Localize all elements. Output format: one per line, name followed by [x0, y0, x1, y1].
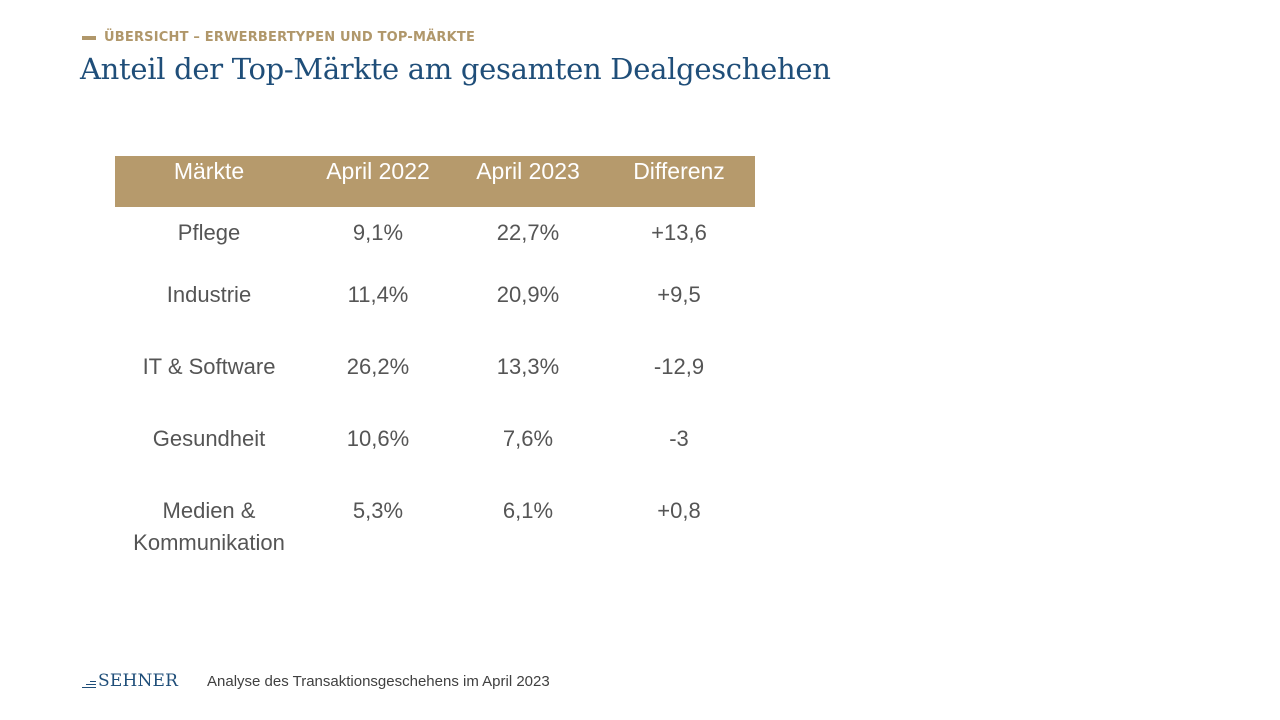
footer-caption: Analyse des Transaktionsgeschehens im Ap…: [207, 673, 550, 690]
table-header-row: Märkte April 2022 April 2023 Differenz: [115, 156, 755, 207]
cell-market: Industrie: [166, 282, 252, 307]
cell-market: Pflege: [177, 220, 241, 245]
cell-april-2022: 11,4%: [347, 282, 409, 307]
markets-table: Märkte April 2022 April 2023 Differenz P…: [115, 156, 755, 567]
cell-difference: +9,5: [657, 282, 701, 307]
cell-difference: +0,8: [657, 498, 701, 523]
cell-april-2023: 7,6%: [502, 426, 554, 451]
cell-market-line2: Kommunikation: [133, 530, 285, 555]
cell-april-2022: 5,3%: [352, 498, 404, 523]
table-row: Industrie 11,4% 20,9% +9,5: [115, 279, 755, 351]
cell-difference: -12,9: [653, 354, 705, 379]
column-header-markets: Märkte: [115, 156, 303, 207]
cell-april-2022: 26,2%: [346, 354, 410, 379]
cell-market-line1: Medien &: [162, 498, 256, 523]
cell-april-2023: 6,1%: [502, 498, 554, 523]
logo-lines-icon: [82, 679, 96, 688]
cell-market: IT & Software: [142, 354, 276, 379]
cell-april-2023: 13,3%: [496, 354, 560, 379]
table-row: Gesundheit 10,6% 7,6% -3: [115, 423, 755, 495]
table-row: Pflege 9,1% 22,7% +13,6: [115, 207, 755, 279]
cell-market: Gesundheit: [152, 426, 266, 451]
cell-april-2022: 9,1%: [352, 220, 404, 245]
kicker-bar: [82, 35, 96, 40]
cell-april-2023: 20,9%: [496, 282, 560, 307]
section-kicker: ÜBERSICHT – ERWERBERTYPEN UND TOP-MÄRKTE: [82, 30, 475, 45]
kicker-text: ÜBERSICHT – ERWERBERTYPEN UND TOP-MÄRKTE: [104, 30, 476, 45]
table-row: IT & Software 26,2% 13,3% -12,9: [115, 351, 755, 423]
logo-text: SEHNER: [98, 671, 179, 691]
cell-difference: -3: [669, 426, 689, 451]
cell-difference: +13,6: [651, 220, 707, 245]
cell-april-2023: 22,7%: [496, 220, 560, 245]
cell-april-2022: 10,6%: [346, 426, 410, 451]
column-header-april-2023: April 2023: [453, 156, 603, 207]
column-header-april-2022: April 2022: [303, 156, 453, 207]
sehner-logo: SEHNER: [82, 671, 178, 691]
column-header-difference: Differenz: [603, 156, 755, 207]
table-row: Medien & Kommunikation 5,3% 6,1% +0,8: [115, 495, 755, 567]
cell-market: Medien & Kommunikation: [115, 495, 303, 567]
page-title: Anteil der Top-Märkte am gesamten Dealge…: [80, 52, 831, 86]
